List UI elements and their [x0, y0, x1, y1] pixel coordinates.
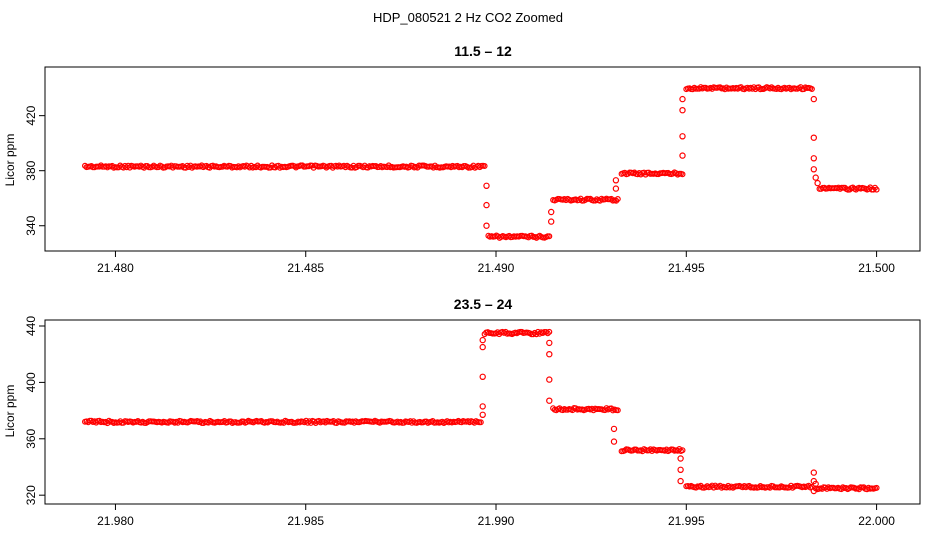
panel-2-ylabel: Licor ppm — [3, 385, 17, 438]
x-tick-label: 21.495 — [668, 261, 705, 275]
transition-point — [810, 487, 818, 495]
panel-1-ylabel: Licor ppm — [3, 134, 17, 187]
panel-2-title: 23.5 – 24 — [454, 296, 513, 312]
transition-point — [548, 208, 555, 216]
transition-point — [810, 95, 818, 103]
x-tick-label: 22.000 — [858, 514, 895, 528]
panel-1-yaxis: 340 380 420 — [24, 105, 45, 236]
y-tick-label: 440 — [24, 316, 38, 336]
data-point — [614, 407, 621, 414]
data-point — [808, 85, 815, 92]
transition-point — [677, 466, 684, 473]
transition-point — [546, 351, 553, 358]
data-point — [546, 328, 553, 335]
transition-point — [679, 95, 686, 103]
panel-1-title: 11.5 – 12 — [454, 43, 512, 59]
panel-2-xaxis: 21.980 21.985 21.990 21.995 22.000 — [97, 504, 895, 528]
transition-point — [546, 339, 553, 347]
y-tick-label: 400 — [24, 372, 38, 392]
transition-point — [812, 174, 819, 181]
data-point — [304, 419, 311, 426]
transition-point — [483, 182, 490, 189]
chart-panel-1: 11.5 – 12 Licor ppm 21.480 21.485 21.490 21… — [3, 43, 921, 275]
data-point — [679, 447, 686, 454]
transition-point — [610, 425, 618, 433]
transition-point — [483, 222, 490, 229]
y-tick-label: 320 — [24, 485, 38, 505]
transition-point — [483, 201, 490, 209]
transition-point — [610, 438, 618, 445]
data-point — [873, 186, 880, 193]
transition-point — [677, 477, 684, 485]
transition-point — [548, 218, 555, 225]
transition-point — [479, 411, 486, 418]
transition-point — [810, 166, 818, 173]
panel-1-xaxis: 21.480 21.485 21.490 21.495 21.500 — [97, 251, 895, 275]
panel-2-plot-frame — [44, 319, 921, 505]
transition-point — [479, 343, 486, 351]
x-tick-label: 21.485 — [287, 261, 324, 275]
data-point — [546, 233, 553, 240]
data-point — [725, 482, 732, 489]
transition-point — [546, 376, 553, 383]
transition-point — [810, 134, 818, 141]
x-tick-label: 21.490 — [478, 261, 515, 275]
data-point — [477, 419, 484, 426]
transition-point — [810, 155, 818, 162]
transition-point — [546, 397, 553, 404]
panel-1-points — [81, 84, 880, 241]
chart-panel-2: 23.5 – 24 Licor ppm 21.980 21.985 21.990 21… — [3, 296, 921, 528]
x-tick-label: 21.995 — [668, 514, 705, 528]
x-tick-label: 21.500 — [858, 261, 895, 275]
y-tick-label: 340 — [24, 215, 38, 235]
panel-1-plot-frame — [44, 66, 921, 252]
data-point — [746, 482, 753, 489]
transition-point — [810, 469, 818, 476]
panel-2-points — [81, 328, 880, 495]
data-point — [873, 484, 880, 491]
transition-point — [479, 373, 486, 380]
transition-point — [814, 179, 821, 187]
figure-title: HDP_080521 2 Hz CO2 Zoomed — [373, 10, 563, 25]
transition-point — [612, 185, 620, 192]
transition-point — [679, 106, 686, 114]
transition-point — [679, 152, 686, 159]
x-tick-label: 21.480 — [97, 261, 134, 275]
transition-point — [679, 133, 686, 140]
y-tick-label: 380 — [24, 160, 38, 180]
x-tick-label: 21.980 — [97, 514, 134, 528]
data-point — [614, 196, 621, 203]
x-tick-label: 21.990 — [478, 514, 515, 528]
y-tick-label: 360 — [24, 428, 38, 448]
transition-point — [479, 403, 486, 410]
panel-2-yaxis: 320 360 400 440 — [24, 316, 45, 505]
data-point — [481, 163, 488, 170]
x-tick-label: 21.985 — [287, 514, 324, 528]
transition-point — [612, 177, 620, 184]
data-point — [679, 171, 686, 178]
y-tick-label: 420 — [24, 105, 38, 125]
data-point — [536, 330, 543, 337]
transition-point — [812, 480, 819, 488]
transition-point — [677, 455, 684, 462]
transition-point — [479, 336, 486, 344]
